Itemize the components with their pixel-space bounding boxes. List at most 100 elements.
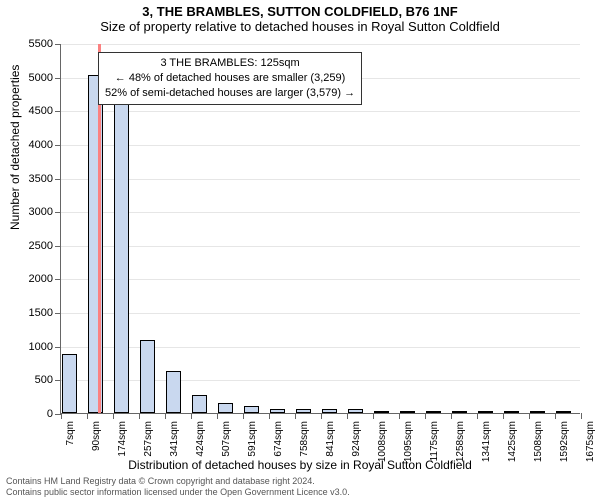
x-tick-label: 1095sqm <box>403 421 414 462</box>
chart-subtitle: Size of property relative to detached ho… <box>0 19 600 36</box>
x-tick <box>113 413 114 419</box>
x-tick <box>269 413 270 419</box>
y-axis-label: Number of detached properties <box>8 65 22 230</box>
x-tick-label: 841sqm <box>325 421 336 457</box>
x-tick <box>373 413 374 419</box>
y-tick-label: 2500 <box>29 240 53 252</box>
y-tick-label: 1000 <box>29 341 53 353</box>
y-tick <box>55 44 61 45</box>
x-tick <box>61 413 62 419</box>
gridline <box>61 111 580 112</box>
x-tick-label: 341sqm <box>169 421 180 457</box>
x-tick-label: 1675sqm <box>585 421 596 462</box>
y-tick <box>55 212 61 213</box>
x-tick <box>399 413 400 419</box>
y-tick-label: 5500 <box>29 38 53 50</box>
x-tick-label: 1341sqm <box>481 421 492 462</box>
histogram-bar <box>348 409 363 413</box>
y-tick-label: 1500 <box>29 307 53 319</box>
histogram-bar <box>400 411 415 413</box>
x-tick-label: 507sqm <box>221 421 232 457</box>
y-tick-label: 3500 <box>29 173 53 185</box>
x-tick <box>191 413 192 419</box>
x-tick-label: 174sqm <box>117 421 128 457</box>
x-tick-label: 1508sqm <box>533 421 544 462</box>
y-tick-label: 2000 <box>29 273 53 285</box>
x-tick <box>425 413 426 419</box>
x-tick-label: 1008sqm <box>377 421 388 462</box>
annotation-line3: 52% of semi-detached houses are larger (… <box>105 86 355 101</box>
histogram-bar <box>322 409 337 413</box>
x-tick-label: 591sqm <box>247 421 258 457</box>
histogram-bar <box>374 411 389 413</box>
x-tick <box>347 413 348 419</box>
histogram-bar <box>62 354 77 413</box>
y-tick <box>55 313 61 314</box>
gridline <box>61 145 580 146</box>
histogram-bar <box>114 104 129 413</box>
histogram-bar <box>478 411 493 413</box>
x-tick-label: 1592sqm <box>559 421 570 462</box>
x-tick <box>477 413 478 419</box>
y-tick <box>55 347 61 348</box>
histogram-bar <box>192 395 207 413</box>
y-tick-label: 500 <box>35 374 53 386</box>
x-tick <box>243 413 244 419</box>
x-tick <box>295 413 296 419</box>
y-tick <box>55 246 61 247</box>
x-tick <box>321 413 322 419</box>
histogram-bar <box>452 411 467 413</box>
y-tick-label: 5000 <box>29 72 53 84</box>
y-tick <box>55 111 61 112</box>
x-tick-label: 924sqm <box>351 421 362 457</box>
gridline <box>61 212 580 213</box>
histogram-bar <box>244 406 259 413</box>
x-tick-label: 257sqm <box>143 421 154 457</box>
footer-line2: Contains public sector information licen… <box>6 487 350 498</box>
histogram-bar <box>270 409 285 413</box>
x-tick <box>139 413 140 419</box>
x-tick <box>165 413 166 419</box>
histogram-bar <box>296 409 311 413</box>
y-tick-label: 4000 <box>29 139 53 151</box>
gridline <box>61 179 580 180</box>
x-axis-label: Distribution of detached houses by size … <box>0 458 600 472</box>
gridline <box>61 347 580 348</box>
gridline <box>61 246 580 247</box>
histogram-bar <box>530 411 545 413</box>
chart-title: 3, THE BRAMBLES, SUTTON COLDFIELD, B76 1… <box>0 0 600 19</box>
x-tick-label: 674sqm <box>273 421 284 457</box>
histogram-bar <box>504 411 519 413</box>
gridline <box>61 313 580 314</box>
gridline <box>61 44 580 45</box>
x-tick-label: 1175sqm <box>429 421 440 461</box>
histogram-bar <box>166 371 181 413</box>
annotation-line2: ← 48% of detached houses are smaller (3,… <box>105 71 355 86</box>
footer-line1: Contains HM Land Registry data © Crown c… <box>6 476 350 487</box>
x-tick <box>555 413 556 419</box>
x-tick-label: 1425sqm <box>507 421 518 462</box>
x-tick-label: 7sqm <box>65 421 76 445</box>
footer-attribution: Contains HM Land Registry data © Crown c… <box>6 476 350 498</box>
y-tick <box>55 380 61 381</box>
x-tick <box>451 413 452 419</box>
y-tick-label: 0 <box>47 408 53 420</box>
annotation-box: 3 THE BRAMBLES: 125sqm ← 48% of detached… <box>98 52 362 105</box>
histogram-bar <box>426 411 441 413</box>
y-tick <box>55 78 61 79</box>
x-tick <box>87 413 88 419</box>
histogram-bar <box>556 411 571 413</box>
x-tick-label: 1258sqm <box>455 421 466 462</box>
x-tick-label: 758sqm <box>299 421 310 457</box>
x-tick <box>529 413 530 419</box>
y-tick <box>55 179 61 180</box>
histogram-bar <box>218 403 233 413</box>
y-tick-label: 4500 <box>29 105 53 117</box>
x-tick-label: 424sqm <box>195 421 206 457</box>
gridline <box>61 380 580 381</box>
x-tick <box>581 413 582 419</box>
y-tick <box>55 279 61 280</box>
x-tick <box>503 413 504 419</box>
y-tick-label: 3000 <box>29 206 53 218</box>
histogram-bar <box>140 340 155 413</box>
